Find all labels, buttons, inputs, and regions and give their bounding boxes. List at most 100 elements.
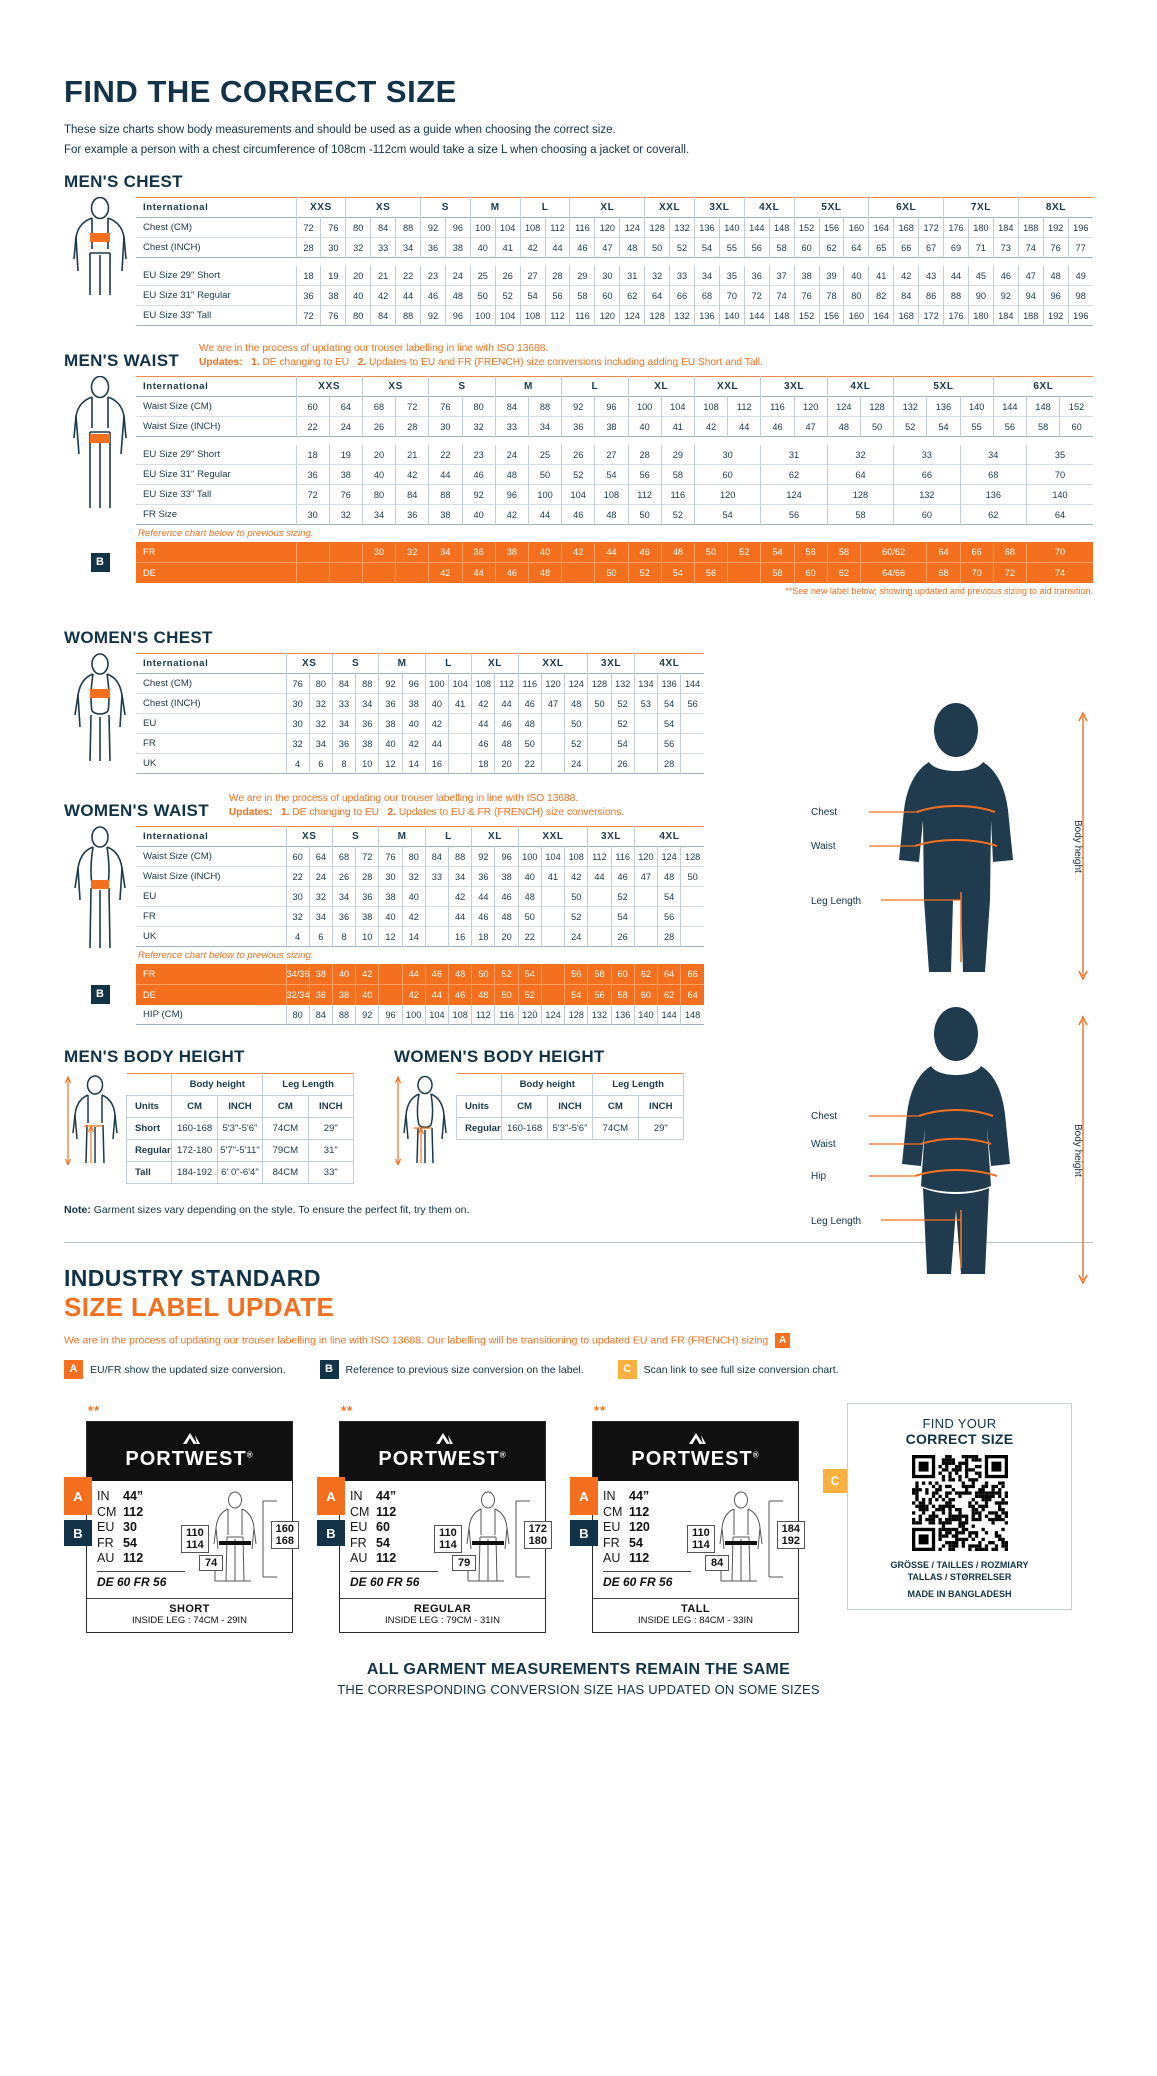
- womens-waist-table: International XS S M L XL XXL 3XL 4XL Waist Siz…: [136, 826, 704, 947]
- cell: 54: [656, 886, 681, 907]
- sub-header: CM: [171, 1095, 218, 1118]
- male-waist-icon: [73, 375, 127, 508]
- row-label: Regular: [455, 1117, 503, 1140]
- cell: 58: [610, 984, 635, 1005]
- cell: 100: [527, 484, 562, 505]
- womens-chest-title: WOMEN'S CHEST: [64, 628, 213, 647]
- cell: 38: [308, 964, 333, 985]
- cell: 38: [355, 733, 379, 754]
- cell: [395, 562, 429, 583]
- mens-body-height-body: Short 160-168 5'3"-5'6" 74CM 29" Regular 172-1…: [125, 1117, 355, 1184]
- cell: 30: [295, 504, 330, 525]
- qr-code[interactable]: [911, 1455, 1008, 1551]
- spec-column: IN 44” CM 112 EU 60 FR 54 AU 112 DE 60 FR 56: [350, 1489, 438, 1594]
- cell: 32: [345, 237, 371, 258]
- spec-column: IN 44” CM 112 EU 120 FR 54 AU 112 DE 60 FR 56: [603, 1489, 691, 1594]
- cell: [424, 926, 449, 947]
- cell: 56: [680, 693, 704, 714]
- cell: 44: [527, 504, 562, 525]
- cell: 104: [561, 484, 595, 505]
- cell: 58: [1025, 416, 1060, 437]
- cell: [295, 562, 330, 583]
- cell: 38: [428, 504, 463, 525]
- spec-row-cm: CM 112: [350, 1505, 438, 1521]
- cell: 76: [793, 285, 820, 306]
- cell: 27: [519, 266, 546, 286]
- spec-value: 44”: [123, 1489, 144, 1503]
- size-header-4xl: 4XL: [633, 826, 704, 847]
- cell: 72: [395, 396, 429, 417]
- cell: 50: [517, 906, 542, 927]
- section-divider: [64, 1242, 1093, 1243]
- womens-waist-hip-body: HIP (CM) 80 84 88 92 96 100 104 108 112 116 120 124 1…: [136, 1005, 704, 1025]
- womens-chest-body: Chest (CM) 76 80 84 88 92 96 100 104 108 112 116 120…: [136, 673, 704, 774]
- cell: [361, 562, 396, 583]
- cell: 46: [569, 237, 595, 258]
- cell: 184-192: [171, 1161, 218, 1184]
- cell: 50: [859, 416, 894, 437]
- label-footer: SHORT INSIDE LEG : 74CM - 29IN: [87, 1598, 292, 1632]
- cell: 88: [395, 305, 421, 326]
- cell: [633, 713, 658, 734]
- spec-value: 112: [376, 1551, 397, 1565]
- cell: 192: [1042, 217, 1069, 238]
- cell: 84: [424, 846, 449, 867]
- waist-value-2: 114: [439, 1539, 457, 1551]
- cell: 84: [331, 673, 356, 694]
- height-value-2: 168: [275, 1535, 294, 1547]
- cell: 24: [328, 416, 363, 437]
- cell: 84: [395, 484, 429, 505]
- previous-size-line: DE 60 FR 56: [97, 1570, 185, 1589]
- womens-waist-update-2: Updates to EU & FR (FRENCH) size convers…: [398, 807, 625, 818]
- cell: 48: [494, 733, 519, 754]
- cell: [680, 906, 704, 927]
- cell: 48: [517, 886, 542, 907]
- spec-key: CM: [603, 1504, 623, 1519]
- spec-row-fr: FR 54: [350, 1536, 438, 1552]
- cell: 60: [793, 562, 828, 583]
- cell: 50: [469, 285, 496, 306]
- row-label: FR: [143, 910, 156, 922]
- legend-item-c: C Scan link to see full size conversion c…: [617, 1360, 839, 1379]
- cell: 68: [331, 846, 356, 867]
- cell: 128: [644, 217, 670, 238]
- cell: 32: [308, 713, 333, 734]
- table-row: Waist Size (INCH) 22 24 26 28 30 32 33 34 36 38 40 4…: [136, 866, 704, 887]
- table-row: Chest (CM) 76 80 84 88 92 96 100 104 108 112 116 120…: [136, 673, 704, 694]
- cell: 40: [469, 237, 496, 258]
- cell: 64: [656, 964, 681, 985]
- cell: 50: [627, 504, 662, 525]
- cell: 76: [320, 217, 346, 238]
- spec-value: 112: [629, 1551, 650, 1565]
- cell: 96: [494, 484, 529, 505]
- cell: 34: [448, 866, 472, 887]
- cell: 48: [564, 693, 588, 714]
- cell: 172-180: [171, 1139, 218, 1162]
- cell: 48: [656, 866, 681, 887]
- cell: 132: [587, 1005, 612, 1025]
- cell: 60: [633, 984, 658, 1005]
- mens-chest-figure: [64, 196, 136, 326]
- cell: 80: [461, 396, 496, 417]
- cell: 56: [656, 733, 681, 754]
- qr-card-wrapper: C FIND YOUR CORRECT SIZE GRÖSSE / TAILLES /…: [823, 1403, 1072, 1610]
- section-mens-chest: MEN'S CHEST: [64, 172, 1093, 326]
- cell: 62: [818, 237, 844, 258]
- womens-body-height-figure: [394, 1073, 456, 1170]
- cell: 70: [718, 285, 745, 306]
- cell: 68: [959, 464, 1027, 485]
- cell: 100: [469, 217, 496, 238]
- reference-row: DE 32/34 36 38 40 42 44 46 48 50 52 54 56 58 60 62 64: [136, 984, 704, 1005]
- spec-key: IN: [603, 1489, 616, 1503]
- table-row: EU Size 29" Short 18 19 20 21 22 23 24 25 26 27 28 2…: [136, 266, 1093, 286]
- spec-row-eu: EU 60: [350, 1520, 438, 1536]
- tag-a: A: [64, 1477, 92, 1515]
- illustration-column: Chest Waist Leg Length Body height: [811, 700, 1101, 1294]
- cell: 22: [285, 866, 310, 887]
- size-header-3xl: 3XL: [587, 826, 635, 847]
- closing-block: ALL GARMENT MEASUREMENTS REMAIN THE SAME…: [64, 1661, 1093, 1697]
- cell: 6' 0"-6'4": [216, 1161, 264, 1184]
- cell: 44: [471, 713, 495, 734]
- sub-header: CM: [262, 1095, 309, 1118]
- cell: [378, 984, 403, 1005]
